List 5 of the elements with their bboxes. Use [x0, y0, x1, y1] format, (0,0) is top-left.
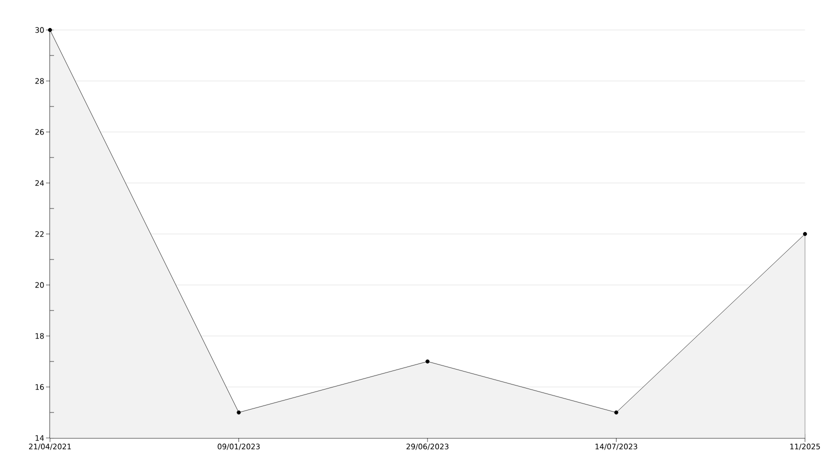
- point: [426, 359, 430, 364]
- point: [48, 28, 52, 32]
- point: [614, 410, 618, 414]
- point: [803, 232, 808, 236]
- point: [236, 410, 241, 414]
